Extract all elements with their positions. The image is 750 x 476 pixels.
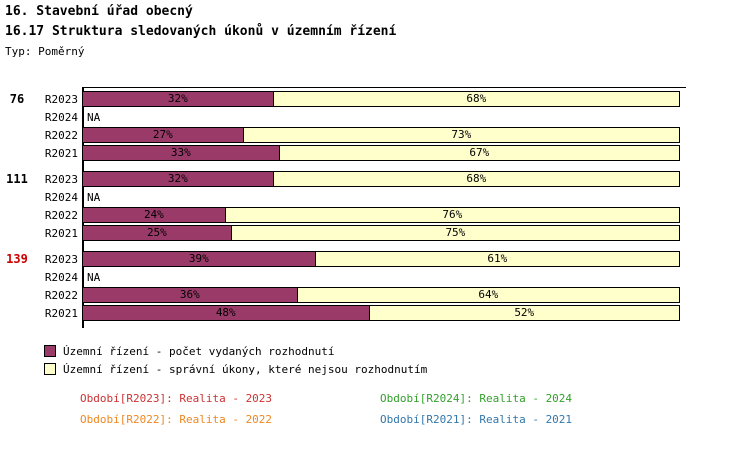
segment-other-acts: 68% xyxy=(272,91,680,107)
row-year-label: R2022 xyxy=(44,288,78,302)
chart-row: R2021 25% 75% xyxy=(0,224,750,242)
segment-value-label: 32% xyxy=(167,172,188,185)
row-year-label: R2024 xyxy=(44,190,78,204)
segment-other-acts: 52% xyxy=(368,305,680,321)
row-year-label: R2021 xyxy=(44,306,78,320)
series-legend-row: Územní řízení - správní úkony, které nej… xyxy=(44,360,427,378)
chart-row: R2022 27% 73% xyxy=(0,126,750,144)
segment-decisions: 36% xyxy=(82,287,298,303)
na-label: NA xyxy=(87,270,101,284)
bar-zone: 33% 67% xyxy=(82,145,681,161)
segment-value-label: 48% xyxy=(215,306,236,319)
bar-zone: 24% 76% xyxy=(82,207,681,223)
chart-row: 76 R2023 32% 68% xyxy=(0,90,750,108)
chart-row: R2024 NA xyxy=(0,188,750,206)
row-year-label: R2021 xyxy=(44,146,78,160)
segment-decisions: 48% xyxy=(82,305,370,321)
bar-zone: NA xyxy=(82,189,681,205)
row-year-label: R2021 xyxy=(44,226,78,240)
chart-row: 111 R2023 32% 68% xyxy=(0,170,750,188)
segment-value-label: 24% xyxy=(143,208,164,221)
page-subtitle: 16.17 Struktura sledovaných úkonů v územ… xyxy=(5,24,397,39)
chart-row: 139 R2023 39% 61% xyxy=(0,250,750,268)
row-year-label: R2023 xyxy=(44,172,78,186)
segment-value-label: 67% xyxy=(469,146,490,159)
legend-label: Územní řízení - správní úkony, které nej… xyxy=(63,362,428,376)
group-total-label: 76 xyxy=(9,92,25,106)
legend-swatch xyxy=(44,363,56,375)
segment-decisions: 24% xyxy=(82,207,226,223)
segment-value-label: 64% xyxy=(478,288,499,301)
chart-row: R2024 NA xyxy=(0,108,750,126)
period-legend-item: Období[R2021]: Realita - 2021 xyxy=(380,413,573,426)
bar-zone: 32% 68% xyxy=(82,171,681,187)
period-legend: Období[R2023]: Realita - 2023 Období[R202… xyxy=(80,388,680,430)
segment-value-label: 27% xyxy=(152,128,173,141)
segment-value-label: 52% xyxy=(514,306,535,319)
segment-other-acts: 61% xyxy=(314,251,680,267)
segment-value-label: 73% xyxy=(451,128,472,141)
legend-label: Územní řízení - počet vydaných rozhodnut… xyxy=(63,344,335,358)
bar-zone: NA xyxy=(82,269,681,285)
bar-zone: 36% 64% xyxy=(82,287,681,303)
segment-decisions: 25% xyxy=(82,225,232,241)
row-year-label: R2024 xyxy=(44,270,78,284)
segment-decisions: 32% xyxy=(82,91,274,107)
row-year-label: R2024 xyxy=(44,110,78,124)
bar-zone: 48% 52% xyxy=(82,305,681,321)
chart-row: R2022 24% 76% xyxy=(0,206,750,224)
chart-top-frame-line xyxy=(82,87,686,88)
segment-other-acts: 68% xyxy=(272,171,680,187)
period-legend-item: Období[R2022]: Realita - 2022 xyxy=(80,413,273,426)
chart-row: R2021 48% 52% xyxy=(0,304,750,322)
stacked-bar-chart: 76 R2023 32% 68% R2024 NA R2022 27% 73% R2021 33% 6… xyxy=(0,87,750,330)
na-label: NA xyxy=(87,110,101,124)
bar-zone: 27% 73% xyxy=(82,127,681,143)
segment-value-label: 25% xyxy=(146,226,167,239)
group-total-label: 139 xyxy=(6,252,28,266)
series-legend: Územní řízení - počet vydaných rozhodnut… xyxy=(44,342,427,378)
bar-zone: 39% 61% xyxy=(82,251,681,267)
bar-zone: 32% 68% xyxy=(82,91,681,107)
page-title: 16. Stavební úřad obecný xyxy=(5,4,193,19)
segment-value-label: 76% xyxy=(442,208,463,221)
bar-zone: 25% 75% xyxy=(82,225,681,241)
group-total-label: 111 xyxy=(6,172,28,186)
segment-value-label: 36% xyxy=(179,288,200,301)
segment-decisions: 33% xyxy=(82,145,280,161)
segment-value-label: 61% xyxy=(487,252,508,265)
bar-zone: NA xyxy=(82,109,681,125)
row-year-label: R2023 xyxy=(44,92,78,106)
segment-other-acts: 67% xyxy=(278,145,680,161)
segment-decisions: 39% xyxy=(82,251,316,267)
period-legend-item: Období[R2023]: Realita - 2023 xyxy=(80,392,273,405)
segment-value-label: 32% xyxy=(167,92,188,105)
chart-row: R2024 NA xyxy=(0,268,750,286)
segment-value-label: 75% xyxy=(445,226,466,239)
chart-group: 111 R2023 32% 68% R2024 NA R2022 24% 76% R2021 25%… xyxy=(0,170,750,242)
segment-decisions: 27% xyxy=(82,127,244,143)
row-year-label: R2023 xyxy=(44,252,78,266)
segment-other-acts: 75% xyxy=(230,225,680,241)
segment-other-acts: 73% xyxy=(242,127,680,143)
segment-other-acts: 64% xyxy=(296,287,680,303)
chart-row: R2021 33% 67% xyxy=(0,144,750,162)
segment-value-label: 33% xyxy=(170,146,191,159)
segment-decisions: 32% xyxy=(82,171,274,187)
na-label: NA xyxy=(87,190,101,204)
series-legend-row: Územní řízení - počet vydaných rozhodnut… xyxy=(44,342,427,360)
segment-value-label: 39% xyxy=(188,252,209,265)
chart-type-label: Typ: Poměrný xyxy=(5,45,85,58)
chart-group: 139 R2023 39% 61% R2024 NA R2022 36% 64% R2021 48%… xyxy=(0,250,750,322)
chart-row: R2022 36% 64% xyxy=(0,286,750,304)
segment-other-acts: 76% xyxy=(224,207,680,223)
period-legend-item: Období[R2024]: Realita - 2024 xyxy=(380,392,573,405)
chart-group: 76 R2023 32% 68% R2024 NA R2022 27% 73% R2021 33% 6… xyxy=(0,90,750,162)
row-year-label: R2022 xyxy=(44,128,78,142)
row-year-label: R2022 xyxy=(44,208,78,222)
segment-value-label: 68% xyxy=(466,172,487,185)
segment-value-label: 68% xyxy=(466,92,487,105)
legend-swatch xyxy=(44,345,56,357)
